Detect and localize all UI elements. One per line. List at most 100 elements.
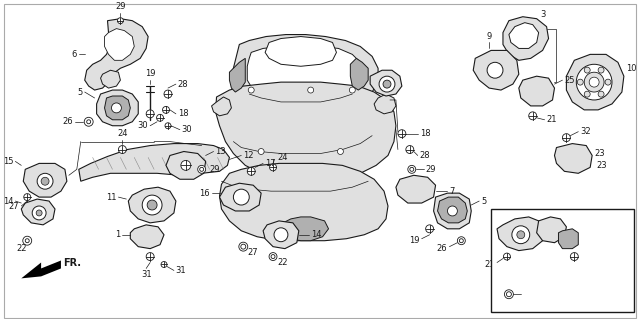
Circle shape xyxy=(512,226,530,244)
Circle shape xyxy=(86,120,91,124)
Polygon shape xyxy=(433,193,471,229)
Polygon shape xyxy=(104,96,131,120)
Polygon shape xyxy=(374,94,396,114)
Circle shape xyxy=(241,244,246,249)
Circle shape xyxy=(584,72,604,92)
Polygon shape xyxy=(247,47,362,104)
Circle shape xyxy=(576,64,612,100)
Polygon shape xyxy=(166,152,205,179)
Polygon shape xyxy=(279,217,328,241)
Circle shape xyxy=(487,62,503,78)
Circle shape xyxy=(271,255,275,258)
Polygon shape xyxy=(131,225,164,249)
Circle shape xyxy=(23,236,32,245)
Circle shape xyxy=(111,103,122,113)
Circle shape xyxy=(570,253,579,261)
Circle shape xyxy=(383,80,391,88)
Polygon shape xyxy=(554,144,592,173)
Circle shape xyxy=(142,195,162,215)
Text: 24: 24 xyxy=(117,129,127,137)
Polygon shape xyxy=(503,17,548,60)
Text: MT: MT xyxy=(614,217,630,227)
Polygon shape xyxy=(129,187,176,223)
Text: 11: 11 xyxy=(106,193,116,202)
Polygon shape xyxy=(220,163,388,241)
Text: 19: 19 xyxy=(409,236,420,245)
Circle shape xyxy=(447,206,458,216)
Circle shape xyxy=(41,177,49,185)
Polygon shape xyxy=(263,221,299,249)
Polygon shape xyxy=(84,19,148,90)
Circle shape xyxy=(426,225,433,233)
Circle shape xyxy=(406,145,414,153)
Polygon shape xyxy=(265,37,337,66)
Circle shape xyxy=(269,253,277,261)
Polygon shape xyxy=(104,29,134,60)
Circle shape xyxy=(506,292,511,297)
Circle shape xyxy=(605,79,611,85)
Polygon shape xyxy=(370,70,402,96)
Polygon shape xyxy=(537,217,566,243)
Text: 31: 31 xyxy=(141,271,152,279)
Text: 22: 22 xyxy=(16,244,26,253)
Text: 17: 17 xyxy=(265,159,276,168)
Circle shape xyxy=(234,189,249,205)
Polygon shape xyxy=(519,76,554,106)
Polygon shape xyxy=(473,50,519,90)
Text: 24: 24 xyxy=(277,153,287,162)
Circle shape xyxy=(410,167,414,171)
Circle shape xyxy=(163,107,170,113)
Circle shape xyxy=(25,239,29,243)
Circle shape xyxy=(337,149,344,154)
Polygon shape xyxy=(216,82,396,181)
Text: 23: 23 xyxy=(594,149,605,158)
Polygon shape xyxy=(396,175,436,203)
Text: 14: 14 xyxy=(310,230,321,239)
Circle shape xyxy=(589,77,599,87)
Circle shape xyxy=(164,90,172,98)
Text: 8: 8 xyxy=(492,222,497,231)
Polygon shape xyxy=(100,70,120,88)
Polygon shape xyxy=(229,58,245,92)
Polygon shape xyxy=(79,144,229,181)
Polygon shape xyxy=(438,197,467,223)
Circle shape xyxy=(517,231,525,239)
Text: 25: 25 xyxy=(564,76,575,85)
Circle shape xyxy=(157,114,163,121)
Circle shape xyxy=(161,262,167,267)
Text: 29: 29 xyxy=(115,2,125,11)
Text: 31: 31 xyxy=(175,266,186,275)
Text: 28: 28 xyxy=(178,80,189,89)
Circle shape xyxy=(379,76,395,92)
Circle shape xyxy=(165,123,171,129)
Text: 9: 9 xyxy=(486,32,492,41)
Polygon shape xyxy=(566,54,624,110)
Circle shape xyxy=(37,173,53,189)
Circle shape xyxy=(24,194,31,201)
Text: SP03-B4701C: SP03-B4701C xyxy=(539,302,586,308)
Text: 1: 1 xyxy=(115,230,120,239)
Circle shape xyxy=(577,79,583,85)
Circle shape xyxy=(598,67,604,73)
Text: 27: 27 xyxy=(9,202,19,211)
Circle shape xyxy=(146,253,154,261)
Text: 30: 30 xyxy=(181,125,191,134)
Text: 23: 23 xyxy=(596,161,607,170)
Circle shape xyxy=(117,18,124,24)
Text: 6: 6 xyxy=(72,50,77,59)
Text: 13: 13 xyxy=(216,147,226,156)
Circle shape xyxy=(529,112,537,120)
Text: FR.: FR. xyxy=(63,257,81,268)
Text: 26: 26 xyxy=(62,117,73,126)
Circle shape xyxy=(458,237,465,245)
Text: 19: 19 xyxy=(145,69,156,78)
Circle shape xyxy=(504,290,513,299)
Circle shape xyxy=(269,164,276,171)
Text: 15: 15 xyxy=(3,157,13,166)
Circle shape xyxy=(200,167,204,171)
Circle shape xyxy=(247,167,255,175)
Text: 25: 25 xyxy=(568,220,579,229)
Polygon shape xyxy=(497,217,545,251)
Circle shape xyxy=(598,91,604,97)
Circle shape xyxy=(584,67,590,73)
